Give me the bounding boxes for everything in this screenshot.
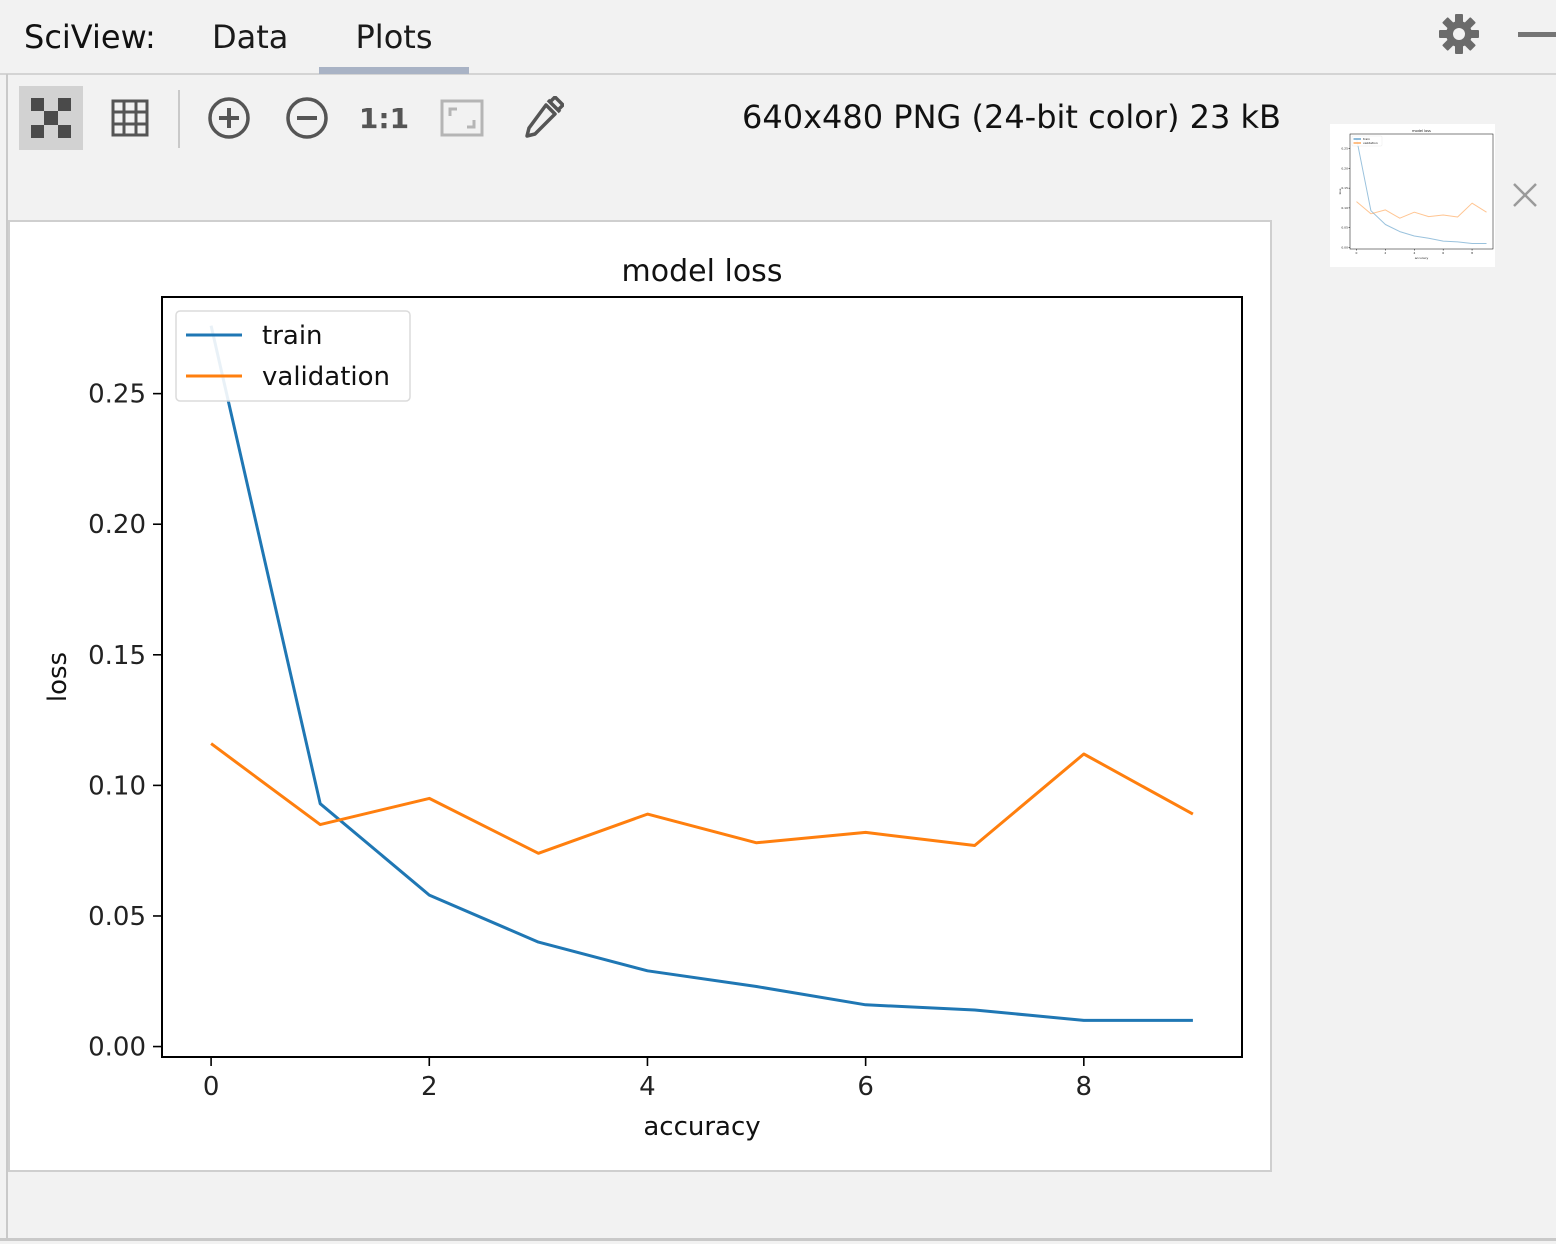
zoom-in-icon [208, 97, 250, 139]
chessboard-button[interactable] [19, 86, 83, 150]
x-tick-label: 8 [1471, 251, 1473, 255]
zoom-in-button[interactable] [197, 86, 261, 150]
series-line-validation [1356, 201, 1487, 219]
x-tick-label: 6 [857, 1072, 874, 1102]
x-tick-label: 0 [203, 1072, 220, 1102]
axes-frame [161, 296, 1243, 1058]
x-tick-label: 6 [1442, 251, 1444, 255]
y-tick-label: 0.20 [88, 510, 146, 540]
series-line-train [1356, 138, 1487, 244]
x-axis-label: accuracy [1415, 256, 1429, 260]
x-tick-label: 2 [421, 1072, 438, 1102]
tab-data[interactable]: Data [212, 18, 289, 56]
y-axis-label: loss [43, 652, 73, 702]
y-tick-label: 0.10 [1341, 206, 1348, 210]
chessboard-icon [31, 98, 71, 138]
y-tick-label: 0.15 [88, 641, 146, 671]
tab-plots[interactable]: Plots [355, 18, 433, 56]
x-tick-label: 0 [1356, 251, 1358, 255]
legend-label-train: train [262, 321, 323, 351]
axes-frame [1349, 133, 1494, 250]
y-tick-label: 0.05 [1341, 226, 1348, 230]
x-tick-label: 4 [1413, 251, 1415, 255]
plot-thumbnail[interactable]: 0 2 4 6 8 0.00 0.05 0.10 0.15 0.20 0.25 model loss a… [1330, 124, 1495, 267]
y-tick-label: 0.10 [88, 771, 146, 801]
y-tick-label: 0.15 [1341, 186, 1348, 190]
x-tick-label: 2 [1384, 251, 1386, 255]
active-tab-indicator [319, 67, 469, 74]
zoom-out-button[interactable] [275, 86, 339, 150]
series-line-validation [210, 742, 1194, 855]
y-tick-label: 0.25 [88, 380, 146, 410]
sciview-header [0, 0, 1556, 75]
minimize-icon[interactable] [1518, 32, 1556, 37]
actual-size-button[interactable]: 1:1 [352, 86, 416, 150]
grid-icon [111, 99, 149, 137]
actual-size-icon: 1:1 [358, 101, 410, 135]
y-axis-label: loss [1338, 188, 1342, 194]
grid-button[interactable] [98, 86, 162, 150]
y-tick-label: 0.00 [88, 1033, 146, 1063]
x-axis-label: accuracy [643, 1112, 760, 1142]
thumbnail-preview: 0 2 4 6 8 0.00 0.05 0.10 0.15 0.20 0.25 model loss a… [1338, 129, 1494, 260]
chart-title: model loss [622, 254, 783, 289]
zoom-out-icon [286, 97, 328, 139]
chart-title: model loss [1412, 129, 1431, 133]
y-tick-label: 0.05 [88, 902, 146, 932]
close-icon[interactable] [1510, 180, 1540, 210]
y-tick-label: 0.20 [1341, 166, 1348, 170]
plot-viewer: 0 2 4 6 8 0.00 0.05 0.10 0.15 0.20 0.25 model loss a… [8, 220, 1272, 1172]
x-tick-label: 4 [639, 1072, 656, 1102]
gear-icon[interactable] [1437, 12, 1481, 56]
loss-chart: 0 2 4 6 8 0.00 0.05 0.10 0.15 0.20 0.25 model loss a… [43, 254, 1243, 1142]
legend-label-validation: validation [262, 362, 390, 392]
y-tick-label: 0.00 [1341, 245, 1348, 249]
bottom-divider [0, 1238, 1556, 1241]
legend-label-validation: validation [1363, 141, 1378, 145]
toolbar-separator [178, 90, 180, 148]
y-tick-label: 0.25 [1341, 147, 1348, 151]
series-line-train [209, 325, 1193, 1022]
color-picker-button[interactable] [510, 86, 574, 150]
fit-to-window-icon [440, 99, 484, 137]
fit-to-window-button[interactable] [430, 86, 494, 150]
left-divider [6, 74, 8, 1240]
image-info: 640x480 PNG (24-bit color) 23 kB [742, 98, 1281, 136]
color-picker-icon [525, 96, 564, 138]
sciview-label: SciView: [24, 18, 156, 56]
x-tick-label: 8 [1076, 1072, 1093, 1102]
legend-label-train: train [1363, 137, 1370, 141]
